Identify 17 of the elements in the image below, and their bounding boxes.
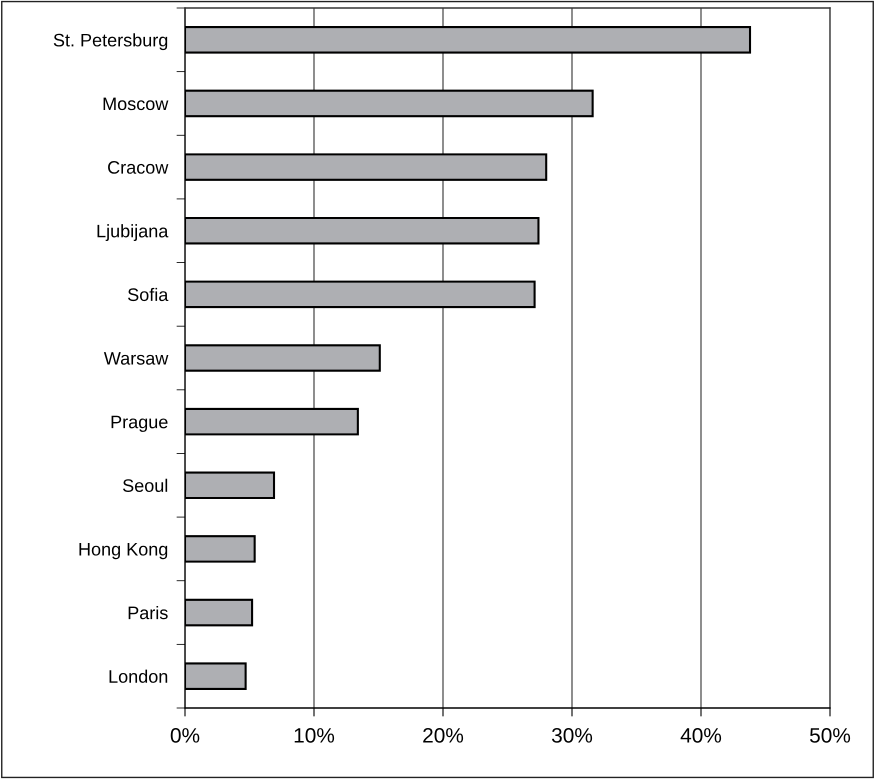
x-tick-label: 0%	[170, 728, 200, 743]
y-tick-label: Hong Kong	[79, 543, 168, 560]
y-tick-label: Moscow	[104, 98, 168, 110]
x-tick-label: 50%	[810, 728, 850, 743]
y-tick-label: Paris	[128, 606, 168, 620]
y-tick-label: Cracow	[108, 161, 168, 174]
y-tick-label: St. Petersburg	[54, 33, 168, 50]
y-tick-label: Sofia	[128, 288, 168, 302]
y-tick-label: Ljubijana	[98, 224, 168, 242]
x-tick-label: 10%	[294, 728, 334, 743]
y-tick-label: Warsaw	[104, 352, 168, 365]
y-tick-label: Seoul	[122, 478, 168, 492]
y-tick-label: Prague	[112, 416, 168, 432]
x-tick-label: 20%	[423, 728, 464, 743]
x-tick-label: 40%	[680, 728, 722, 743]
x-tick-label: 30%	[552, 728, 592, 743]
y-tick-label: London	[110, 670, 168, 683]
